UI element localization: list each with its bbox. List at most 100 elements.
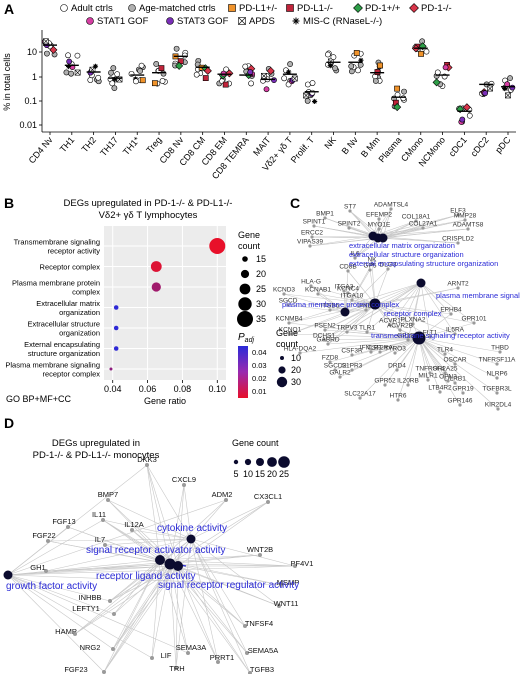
- gene-label: HLA-DQA2: [284, 346, 317, 353]
- data-point: [247, 69, 254, 75]
- gene-label: CD8B: [339, 264, 356, 271]
- term-label: structure organization: [28, 349, 100, 358]
- term-hub: [412, 331, 426, 345]
- gene-label: BMP1: [316, 211, 334, 218]
- data-point: [286, 69, 292, 75]
- panel-b-label: B: [4, 195, 14, 211]
- gene-label: MSMP: [277, 578, 300, 587]
- gene-node: [323, 328, 327, 332]
- gene-label: IL11: [92, 510, 106, 519]
- term-label: Extracellular matrix: [36, 299, 100, 308]
- gene-label: NLRP6: [487, 371, 508, 378]
- gene-node: [456, 286, 460, 290]
- gene-node: [224, 498, 228, 502]
- gene-node: [453, 332, 457, 336]
- term-hub: [369, 298, 381, 310]
- gene-node: [426, 378, 430, 382]
- legend-dot: [276, 376, 288, 388]
- data-point: [324, 51, 331, 58]
- data-point: [348, 63, 355, 70]
- gene-label: SGCD2: [324, 363, 347, 370]
- size-legend-label: 35: [256, 314, 266, 324]
- gene-node: [377, 227, 381, 231]
- gene-label: ERCC2: [301, 230, 323, 237]
- legend-label: 20: [267, 469, 277, 479]
- gene-label: TNFSF4: [245, 619, 273, 628]
- gene-node: [106, 498, 110, 502]
- legend-marker: [238, 17, 246, 25]
- gene-node: [347, 226, 351, 230]
- term-dot: [113, 346, 119, 351]
- gene-label: INHBB: [79, 593, 102, 602]
- gene-node: [346, 291, 350, 295]
- data-point: [418, 42, 427, 51]
- data-point: [92, 63, 99, 69]
- term-label: growth factor activity: [6, 581, 97, 592]
- panel-d-title-2: PD-1-/- & PD-L1-/- monocytes: [33, 450, 160, 461]
- legend-dot: [278, 366, 286, 374]
- legend-label: 5: [233, 469, 238, 479]
- panel-b-xlabel: Gene ratio: [144, 396, 186, 406]
- xtick-label: 0.08: [174, 384, 192, 394]
- gene-label: DKK3: [137, 455, 157, 464]
- gene-node: [350, 353, 354, 357]
- size-legend-dot: [237, 311, 253, 327]
- data-point: [400, 95, 407, 102]
- gene-node: [453, 381, 457, 385]
- panel-d-network: DKK3 CXCL9 BMP7 ADM2 CX3CL1 IL11 FGF13 IL12A FGF…: [3, 455, 313, 674]
- gene-label: TYRO3: [384, 346, 406, 353]
- term-dot: [109, 367, 113, 371]
- term-label: cytokine activity: [157, 523, 227, 534]
- gene-label: ST7: [344, 204, 356, 211]
- data-point: [181, 52, 188, 59]
- term-label: complex: [72, 288, 100, 297]
- gene-label: MILR1: [418, 373, 438, 380]
- gene-label: WNT2B: [247, 545, 273, 554]
- data-point: [193, 71, 200, 78]
- legend-marker: [353, 3, 363, 13]
- category-label: pDC: [493, 134, 513, 155]
- panel-c-network: ADAMTSL4 ST7 ELF3 BMP1 EFEMP2 COL18A1 MMP28 SPI…: [273, 202, 520, 411]
- data-point: [466, 112, 473, 119]
- gene-node: [333, 368, 337, 372]
- legend-dot: [244, 458, 252, 466]
- gene-node: [411, 322, 415, 326]
- legend-label: PD-1+/+: [365, 3, 401, 14]
- data-point: [281, 75, 288, 82]
- data-point: [401, 88, 407, 95]
- gene-node: [130, 528, 134, 532]
- data-point: [202, 75, 209, 81]
- legend-label: 10: [243, 469, 253, 479]
- gene-label: FGF13: [52, 517, 75, 526]
- size-legend-dot: [238, 297, 252, 311]
- gene-label: FGF22: [32, 531, 55, 540]
- gene-label: LIF: [161, 651, 172, 660]
- legend-marker: [166, 17, 174, 25]
- data-point: [309, 89, 316, 96]
- data-point: [372, 78, 379, 84]
- gene-label: FZD8: [322, 355, 339, 362]
- gene-node: [370, 262, 374, 266]
- panel-b-color-bar: [238, 346, 248, 398]
- data-point: [304, 98, 311, 104]
- term-label: organization: [59, 308, 100, 317]
- size-legend-label: 30: [256, 299, 266, 309]
- data-point: [42, 38, 49, 45]
- panel-a-legend: Adult ctrls Age-matched ctrls PD-L1+/- PD-L…: [60, 3, 452, 27]
- term-hub: [3, 570, 13, 580]
- data-point: [377, 62, 383, 69]
- gene-label: IFNLR1: [360, 345, 383, 352]
- data-point: [95, 74, 102, 81]
- gene-node: [288, 332, 292, 336]
- gene-node: [312, 224, 316, 228]
- gene-label: KCNMB4: [275, 316, 302, 323]
- gene-label: ITGA10: [341, 293, 364, 300]
- data-point: [482, 90, 489, 97]
- gene-node: [103, 543, 107, 547]
- panel-a-axes: % in total cells 10 1 0.1 0.01: [2, 30, 516, 133]
- data-point: [355, 67, 361, 74]
- gene-node: [350, 298, 354, 302]
- size-legend-dot: [239, 283, 251, 295]
